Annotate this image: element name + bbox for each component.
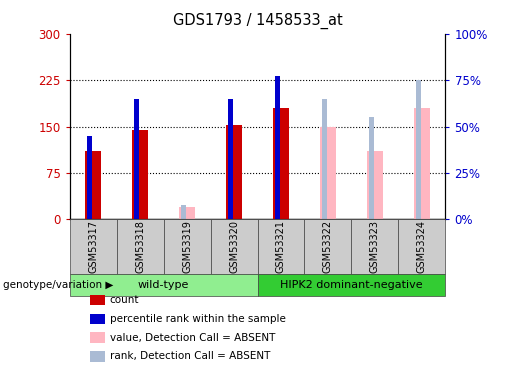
Bar <box>322 99 327 219</box>
Bar <box>399 219 445 274</box>
Text: GSM53324: GSM53324 <box>417 220 427 273</box>
Bar <box>416 80 421 219</box>
Bar <box>367 152 383 219</box>
Text: count: count <box>110 295 139 305</box>
Text: percentile rank within the sample: percentile rank within the sample <box>110 314 286 324</box>
Bar <box>414 108 430 219</box>
Text: GSM53320: GSM53320 <box>229 220 239 273</box>
Bar <box>70 274 258 296</box>
Bar <box>352 219 399 274</box>
Bar <box>87 136 92 219</box>
Text: GSM53323: GSM53323 <box>370 220 380 273</box>
Bar <box>369 117 373 219</box>
Bar <box>181 204 185 219</box>
Bar <box>164 219 211 274</box>
Bar <box>258 219 304 274</box>
Text: GSM53322: GSM53322 <box>323 220 333 273</box>
Text: genotype/variation ▶: genotype/variation ▶ <box>3 280 113 290</box>
Bar <box>275 76 280 219</box>
Bar <box>70 219 116 274</box>
Text: GSM53317: GSM53317 <box>88 220 98 273</box>
Text: GSM53321: GSM53321 <box>276 220 286 273</box>
Bar <box>179 207 195 219</box>
Text: GSM53318: GSM53318 <box>135 220 145 273</box>
Text: GDS1793 / 1458533_at: GDS1793 / 1458533_at <box>173 13 342 29</box>
Text: GSM53319: GSM53319 <box>182 220 192 273</box>
Text: HIPK2 dominant-negative: HIPK2 dominant-negative <box>280 280 423 290</box>
Bar <box>226 125 242 219</box>
Bar <box>134 99 139 219</box>
Bar <box>258 274 445 296</box>
Text: wild-type: wild-type <box>138 280 189 290</box>
Bar <box>228 99 233 219</box>
Bar <box>211 219 258 274</box>
Bar <box>85 152 101 219</box>
Bar <box>273 108 289 219</box>
Bar <box>132 130 148 219</box>
Bar <box>304 219 352 274</box>
Bar <box>320 127 336 219</box>
Text: rank, Detection Call = ABSENT: rank, Detection Call = ABSENT <box>110 351 270 361</box>
Text: value, Detection Call = ABSENT: value, Detection Call = ABSENT <box>110 333 275 342</box>
Bar <box>116 219 164 274</box>
